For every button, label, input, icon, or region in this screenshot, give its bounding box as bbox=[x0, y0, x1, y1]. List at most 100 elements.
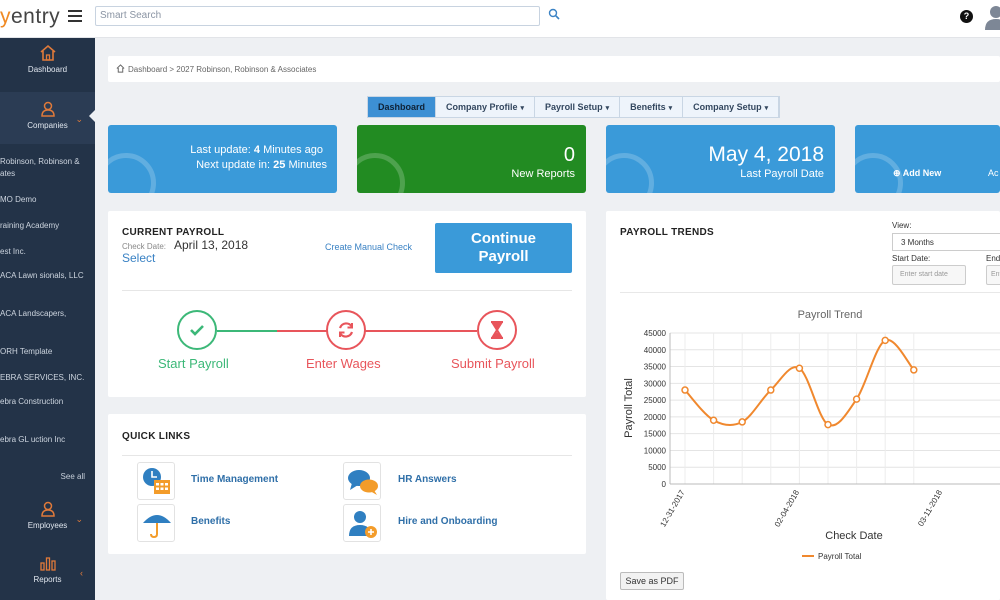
search-icon[interactable] bbox=[548, 8, 560, 20]
list-item[interactable]: ebra Construction bbox=[0, 397, 64, 406]
progress-line bbox=[217, 330, 277, 332]
caret-down-icon: ▾ bbox=[764, 105, 769, 112]
checkmark-icon bbox=[190, 325, 204, 336]
list-item[interactable]: ORH Template bbox=[0, 347, 53, 356]
menu-icon[interactable] bbox=[68, 10, 82, 22]
list-item[interactable]: Robinson, Robinson & ates bbox=[0, 157, 80, 178]
app-logo[interactable]: yentry bbox=[0, 5, 61, 28]
tab-company-profile[interactable]: Company Profile ▾ bbox=[436, 97, 536, 117]
add-new-action: Ac bbox=[988, 168, 999, 178]
tab-company-setup[interactable]: Company Setup ▾ bbox=[683, 97, 780, 117]
create-manual-check-link[interactable]: Create Manual Check bbox=[325, 242, 413, 252]
chevron-left-icon: ‹ bbox=[80, 568, 83, 578]
add-new-button[interactable]: ⊕ Add New bbox=[893, 168, 942, 178]
chat-bubbles-icon[interactable] bbox=[343, 462, 381, 500]
list-item[interactable]: MO Demo bbox=[0, 195, 37, 204]
y-tick-label: 15000 bbox=[644, 430, 667, 439]
end-date-label: End bbox=[986, 254, 1000, 263]
caret-down-icon: ▾ bbox=[520, 105, 525, 112]
enter-wages-step[interactable] bbox=[326, 310, 366, 350]
sidebar-item-companies[interactable]: Companies ⌄ bbox=[0, 92, 95, 144]
umbrella-icon[interactable] bbox=[137, 504, 175, 542]
start-date-label: Start Date: bbox=[892, 254, 931, 263]
y-tick-label: 40000 bbox=[644, 346, 667, 355]
sidebar-item-dashboard[interactable]: Dashboard bbox=[0, 44, 95, 90]
submit-payroll-step[interactable] bbox=[477, 310, 517, 350]
list-item[interactable]: raining Academy bbox=[0, 221, 60, 230]
sidebar-item-label: Dashboard bbox=[27, 65, 68, 74]
y-tick-label: 20000 bbox=[644, 413, 667, 422]
sidebar-item-label: Reports bbox=[33, 575, 62, 584]
data-point bbox=[709, 416, 718, 424]
current-payroll-panel: CURRENT PAYROLL Check Date: April 13, 20… bbox=[108, 211, 586, 397]
tab-benefits[interactable]: Benefits ▾ bbox=[620, 97, 684, 117]
see-all-link[interactable]: See all bbox=[60, 472, 85, 481]
list-item[interactable]: ebra GL uction Inc bbox=[0, 435, 66, 444]
calendar-icon bbox=[606, 153, 654, 193]
x-tick-label: 12-31-2017 bbox=[658, 488, 687, 528]
sidebar: Dashboard Companies ⌄ Robinson, Robinson… bbox=[0, 38, 95, 600]
panel-title: QUICK LINKS bbox=[122, 431, 191, 442]
add-new-card[interactable]: ⊕ Add New Ac bbox=[855, 125, 1000, 193]
new-reports-label: New Reports bbox=[511, 168, 575, 180]
hr-answers-link[interactable]: HR Answers bbox=[398, 474, 457, 485]
view-select[interactable]: 3 Months bbox=[892, 233, 1000, 251]
step-label: Enter Wages bbox=[306, 356, 381, 371]
caret-down-icon: ▾ bbox=[668, 105, 673, 112]
check-date-value: April 13, 2018 bbox=[174, 238, 249, 252]
tab-payroll-setup[interactable]: Payroll Setup ▾ bbox=[535, 97, 621, 117]
data-point bbox=[852, 395, 861, 403]
legend-label: Payroll Total bbox=[818, 552, 862, 561]
update-card: Last update: 4 Minutes ago Next update i… bbox=[108, 125, 337, 193]
end-date-input[interactable]: Ent bbox=[986, 265, 1000, 285]
y-tick-label: 25000 bbox=[644, 396, 667, 405]
view-label: View: bbox=[892, 221, 912, 230]
next-update-text: Next update in: 25 Minutes bbox=[196, 159, 327, 171]
y-tick-label: 10000 bbox=[644, 446, 667, 455]
add-person-icon[interactable] bbox=[343, 504, 381, 542]
list-item[interactable]: ACA Lawn sionals, LLC bbox=[0, 271, 84, 280]
new-reports-card[interactable]: 0 New Reports bbox=[357, 125, 586, 193]
data-point bbox=[681, 386, 689, 394]
hourglass-icon bbox=[491, 321, 503, 339]
clock-calendar-icon[interactable] bbox=[137, 462, 175, 500]
new-reports-count: 0 bbox=[563, 144, 575, 166]
data-point bbox=[767, 386, 775, 394]
tab-dashboard[interactable]: Dashboard bbox=[368, 97, 437, 117]
data-point bbox=[795, 364, 804, 372]
company-tabs: Dashboard Company Profile ▾ Payroll Setup… bbox=[367, 96, 781, 118]
start-payroll-step[interactable] bbox=[177, 310, 217, 350]
help-icon[interactable]: ? bbox=[960, 10, 973, 23]
top-bar: yentry Smart Search ? bbox=[0, 0, 1000, 38]
time-management-link[interactable]: Time Management bbox=[191, 474, 279, 485]
payroll-trend-chart: Payroll Trend 0 5000 10000 15000 20000 25000 30… bbox=[623, 309, 1000, 561]
caret-down-icon: ▾ bbox=[605, 105, 610, 112]
list-item[interactable]: EBRA SERVICES, INC. bbox=[0, 373, 85, 382]
sidebar-item-employees[interactable]: Employees ⌄ bbox=[0, 500, 95, 550]
list-item[interactable]: ACA Landscapers, bbox=[0, 309, 67, 318]
divider bbox=[122, 455, 572, 456]
chevron-down-icon: ⌄ bbox=[75, 514, 83, 524]
hire-onboarding-link[interactable]: Hire and Onboarding bbox=[398, 516, 498, 527]
x-axis-label: Check Date bbox=[825, 530, 882, 542]
x-tick-label: 03-11-2018 bbox=[916, 488, 944, 528]
divider bbox=[122, 290, 572, 291]
list-item[interactable]: est Inc. bbox=[0, 247, 26, 256]
sidebar-item-reports[interactable]: Reports ‹ bbox=[0, 554, 95, 600]
clock-icon bbox=[108, 153, 156, 193]
continue-payroll-button[interactable]: Continue Payroll bbox=[435, 223, 572, 273]
start-date-input[interactable]: Enter start date bbox=[892, 265, 966, 285]
benefits-link[interactable]: Benefits bbox=[191, 516, 231, 527]
y-tick-label: 45000 bbox=[644, 329, 667, 338]
search-input[interactable]: Smart Search bbox=[95, 6, 540, 26]
home-icon[interactable] bbox=[116, 64, 125, 73]
select-link[interactable]: Select bbox=[122, 251, 156, 265]
breadcrumb-path[interactable]: Dashboard > 2027 Robinson, Robinson & As… bbox=[128, 65, 317, 74]
home-icon bbox=[39, 44, 56, 61]
user-avatar-icon[interactable] bbox=[985, 4, 1000, 30]
divider bbox=[620, 292, 1000, 293]
payroll-trends-panel: PAYROLL TRENDS View: 3 Months Start Date… bbox=[606, 211, 1000, 600]
sidebar-item-label: Employees bbox=[27, 521, 68, 530]
panel-title: PAYROLL TRENDS bbox=[620, 227, 715, 238]
save-as-pdf-button[interactable]: Save as PDF bbox=[620, 572, 684, 590]
